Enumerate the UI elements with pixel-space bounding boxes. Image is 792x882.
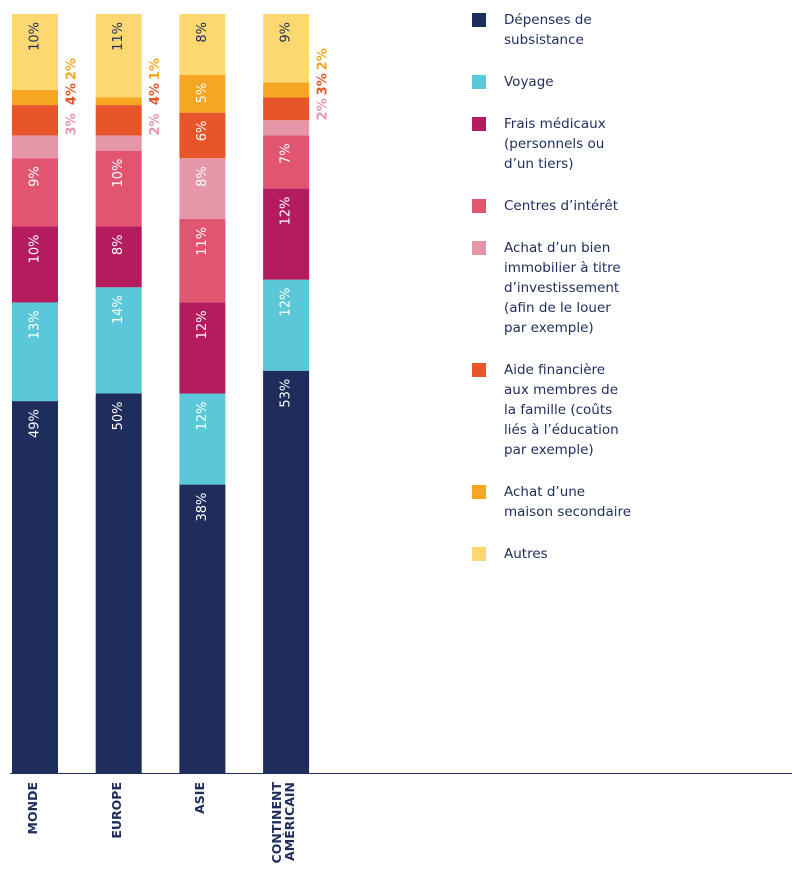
legend-item: Autres (472, 544, 672, 564)
bar-segment (179, 112, 226, 159)
legend-swatch (472, 199, 486, 213)
legend-label: Voyage (504, 74, 554, 90)
value-label: 12% (279, 288, 294, 317)
bar-segment (263, 135, 310, 189)
value-label: 10% (28, 22, 43, 51)
legend-label: Achat d’une maison secondaire (504, 484, 632, 520)
bar-segment (95, 226, 142, 288)
bar-segment (95, 135, 142, 151)
value-label: 6% (195, 121, 210, 142)
value-label: 11% (111, 22, 126, 51)
value-label: 8% (111, 235, 126, 256)
value-label: 12% (195, 402, 210, 431)
value-label: 2% (148, 113, 163, 135)
x-tick-label: EUROPE (108, 782, 124, 839)
legend-item: Dépenses de subsistance (472, 10, 672, 50)
value-label: 5% (195, 83, 210, 104)
value-label: 2% (316, 98, 331, 120)
bar-segment (179, 74, 226, 113)
legend-item: Centres d’intérêt (472, 196, 672, 216)
legend-label: Aide financière aux membres de la famill… (504, 362, 619, 458)
value-label: 38% (195, 493, 210, 522)
legend-swatch (472, 241, 486, 255)
bar-segment (179, 218, 226, 303)
x-tick-label: CONTINENT AMÉRICAIN (269, 782, 298, 864)
legend-swatch (472, 117, 486, 131)
bar-segment (12, 226, 58, 303)
bar-segment (12, 302, 58, 402)
bar-segment (263, 370, 310, 773)
legend-swatch (472, 485, 486, 499)
legend-swatch (472, 75, 486, 89)
legend-label: Autres (504, 546, 548, 562)
legend-swatch (472, 13, 486, 27)
value-label: 9% (28, 166, 43, 187)
value-label: 2% (316, 48, 331, 70)
bar-segment (179, 484, 226, 773)
value-label: 8% (195, 22, 210, 43)
legend-label: Centres d’intérêt (504, 198, 619, 214)
value-label: 2% (65, 58, 80, 80)
legend-swatch (472, 363, 486, 377)
legend-item: Achat d’une maison secondaire (472, 482, 672, 522)
value-label: 8% (195, 166, 210, 187)
value-label: 11% (195, 227, 210, 256)
bar-segment (12, 89, 58, 106)
value-label: 53% (279, 379, 294, 408)
bar-segment (263, 97, 310, 121)
bar-segment (263, 188, 310, 280)
value-label: 3% (316, 73, 331, 95)
x-tick-label: ASIE (191, 782, 207, 814)
value-label: 3% (65, 113, 80, 135)
value-label: 4% (65, 83, 80, 105)
bar-segment (12, 14, 58, 90)
value-label: 1% (148, 58, 163, 80)
value-label: 10% (28, 235, 43, 264)
x-tick-label: MONDE (24, 782, 40, 835)
bar-segment (179, 302, 226, 394)
bar-segment (263, 120, 310, 136)
value-label: 50% (111, 402, 126, 431)
bar-segment (263, 14, 310, 83)
value-label: 14% (111, 295, 126, 324)
bar-segment (12, 135, 58, 159)
legend-item: Frais médicaux (personnels ou d’un tiers… (472, 114, 672, 174)
legend-label: Dépenses de subsistance (504, 12, 592, 48)
value-label: 10% (111, 159, 126, 188)
legend-label: Achat d’un bien immobilier à titre d’inv… (504, 240, 621, 336)
value-label: 9% (279, 22, 294, 43)
bar-segment (12, 158, 58, 227)
bar-segment (95, 14, 142, 98)
legend-item: Achat d’un bien immobilier à titre d’inv… (472, 238, 672, 338)
legend-swatch (472, 547, 486, 561)
bar-segment (95, 287, 142, 394)
bar-segment (95, 105, 142, 136)
bar-segment (95, 150, 142, 227)
value-label: 7% (279, 143, 294, 164)
legend-label: Frais médicaux (personnels ou d’un tiers… (504, 116, 606, 172)
bar-segment (12, 105, 58, 136)
bar-segment (179, 14, 226, 75)
bar-segment (179, 393, 226, 485)
value-label: 4% (148, 83, 163, 105)
legend-item: Aide financière aux membres de la famill… (472, 360, 672, 460)
value-label: 13% (28, 310, 43, 339)
bar-segment (179, 158, 226, 219)
bar-segment (263, 82, 310, 98)
value-label: 12% (279, 197, 294, 226)
value-label: 12% (195, 310, 210, 339)
bar-segment (263, 279, 310, 371)
bar-segment (95, 97, 142, 106)
bar-segment (12, 401, 58, 773)
bar-segment (95, 393, 142, 773)
legend-item: Voyage (472, 72, 672, 92)
value-label: 49% (28, 409, 43, 438)
legend: Dépenses de subsistance Voyage Frais médic… (472, 10, 672, 586)
